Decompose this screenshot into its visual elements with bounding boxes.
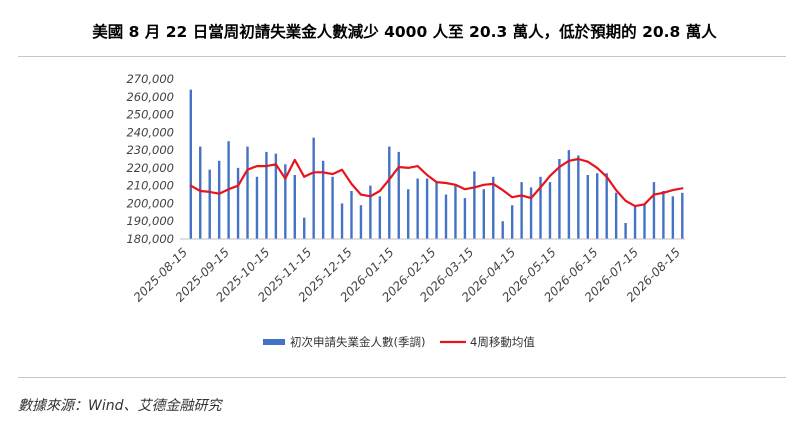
bar	[246, 146, 249, 239]
bar	[303, 217, 306, 239]
bar	[331, 176, 334, 239]
bar	[529, 187, 533, 239]
bar	[388, 146, 391, 239]
bar	[577, 155, 580, 239]
bar	[208, 169, 211, 239]
bar	[652, 182, 656, 239]
bar	[416, 178, 419, 239]
bar	[350, 191, 353, 239]
bar	[454, 185, 457, 239]
bar	[406, 189, 410, 239]
y-tick-label: 230,000	[126, 143, 174, 157]
y-axis-ticks: 180,000 190,000 200,000 210,000 220,000 230,0…	[126, 72, 174, 246]
bar	[539, 176, 542, 239]
legend: 初次申請失業金人數(季調) 4周移動均值	[263, 335, 535, 349]
y-tick-label: 250,000	[126, 108, 174, 122]
bar	[217, 160, 221, 239]
bar	[624, 223, 627, 239]
bar	[548, 182, 552, 239]
y-tick-label: 180,000	[126, 232, 174, 246]
bar	[633, 207, 637, 239]
bar	[567, 150, 571, 239]
bar	[397, 151, 400, 239]
bar	[378, 196, 382, 239]
bar	[284, 164, 287, 239]
bar	[586, 175, 589, 239]
bar	[643, 203, 646, 239]
bar	[255, 176, 259, 239]
bar	[444, 194, 448, 239]
bar	[605, 173, 608, 239]
bar	[482, 189, 486, 239]
bar	[340, 203, 344, 239]
bar	[236, 167, 240, 239]
bar	[614, 192, 618, 239]
bar	[510, 205, 514, 239]
legend-bar-label: 初次申請失業金人數(季調)	[290, 335, 425, 349]
bar	[425, 178, 429, 239]
bar	[359, 205, 363, 239]
bar	[265, 151, 268, 239]
bar	[501, 221, 504, 239]
y-tick-label: 200,000	[126, 196, 174, 210]
bar	[558, 159, 561, 239]
y-tick-label: 220,000	[126, 161, 174, 175]
bar	[473, 171, 476, 239]
bar	[199, 146, 202, 239]
x-axis-ticks: 2025-08-152025-09-152025-10-152025-11-15…	[131, 245, 683, 304]
line-series	[189, 157, 684, 208]
bar	[463, 198, 467, 239]
bottom-divider	[18, 377, 786, 378]
moving-average-line	[189, 157, 684, 208]
bar	[312, 137, 315, 239]
bar	[435, 182, 438, 239]
legend-line-label: 4周移動均值	[470, 335, 535, 349]
bar	[189, 89, 193, 240]
y-tick-label: 260,000	[126, 90, 174, 104]
bar	[662, 191, 665, 239]
bar	[671, 196, 675, 239]
bar	[274, 153, 278, 239]
source-note: 數據來源：Wind、艾德金融研究	[18, 398, 222, 414]
bar	[492, 176, 495, 239]
y-tick-label: 270,000	[126, 72, 174, 86]
legend-bar-swatch	[263, 339, 285, 345]
bar	[321, 160, 325, 239]
bar	[596, 173, 599, 239]
bar	[369, 185, 372, 239]
bar-series	[189, 89, 684, 240]
y-tick-label: 210,000	[126, 179, 174, 193]
y-tick-label: 240,000	[126, 125, 174, 139]
chart-title: 美國 8 月 22 日當周初請失業金人數減少 4000 人至 20.3 萬人，低…	[92, 23, 717, 41]
bar	[520, 182, 523, 239]
y-tick-label: 190,000	[126, 214, 174, 228]
top-divider	[18, 56, 786, 57]
bar	[293, 175, 296, 239]
bar	[681, 192, 684, 239]
